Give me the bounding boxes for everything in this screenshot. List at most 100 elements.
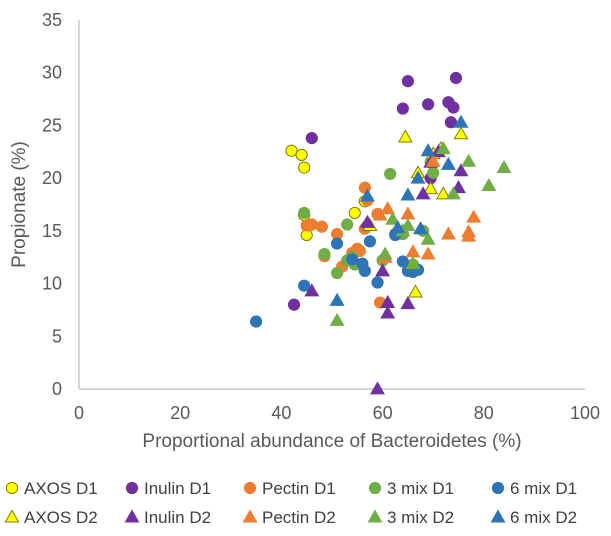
data-point — [346, 253, 359, 266]
legend-item: 3 mix D1 — [368, 479, 454, 498]
data-point — [380, 201, 396, 215]
data-point — [447, 101, 460, 114]
data-point — [496, 159, 512, 173]
y-tick-label: 5 — [52, 326, 62, 346]
data-point — [444, 116, 458, 129]
data-point — [400, 217, 416, 231]
legend-marker — [242, 509, 258, 523]
data-point — [453, 126, 469, 140]
data-point — [396, 102, 409, 115]
data-point — [453, 163, 469, 177]
y-tick-label: 25 — [42, 115, 62, 135]
x-tick-label: 60 — [373, 403, 393, 423]
data-point — [298, 161, 311, 174]
data-point — [445, 186, 461, 200]
legend-item: Inulin D2 — [124, 508, 211, 527]
legend-marker — [367, 509, 383, 523]
x-tick-labels: 0 20 40 60 80 100 — [74, 403, 600, 423]
legend-item: Pectin D1 — [243, 479, 336, 498]
legend-item: Pectin D2 — [242, 508, 336, 527]
series-6-mix-d2 — [329, 114, 469, 306]
data-point — [359, 214, 375, 228]
data-point — [420, 231, 436, 245]
data-point — [427, 166, 440, 179]
data-point — [400, 187, 416, 201]
legend-label: 6 mix D2 — [510, 508, 577, 527]
x-tick-label: 20 — [170, 403, 190, 423]
data-point — [298, 206, 311, 220]
data-point — [380, 294, 396, 308]
data-point — [461, 224, 477, 238]
data-point — [329, 312, 345, 326]
data-point — [440, 156, 456, 170]
x-tick-label: 0 — [74, 403, 84, 423]
data-point — [408, 284, 423, 298]
data-point — [384, 167, 397, 181]
data-point — [304, 283, 320, 297]
data-point — [315, 220, 328, 233]
data-point — [377, 246, 393, 260]
data-point — [396, 255, 409, 268]
data-point — [461, 153, 477, 167]
legend-marker — [4, 509, 20, 523]
data-point — [435, 186, 451, 200]
y-tick-label: 35 — [42, 10, 62, 30]
data-point — [359, 188, 375, 202]
data-point — [413, 221, 429, 235]
data-point — [422, 98, 435, 111]
legend-marker — [368, 481, 382, 495]
data-point — [341, 218, 354, 231]
data-point — [375, 263, 391, 277]
data-point — [420, 246, 436, 260]
data-point — [370, 381, 385, 395]
y-tick-label: 30 — [42, 63, 62, 83]
legend-item: 6 mix D1 — [491, 479, 577, 498]
data-point — [449, 71, 463, 85]
legend-marker — [5, 481, 19, 495]
data-point — [250, 315, 263, 328]
data-point — [318, 247, 331, 261]
legend: AXOS D1 Inulin D1 Pectin D1 3 mix D1 6 mix D… — [4, 479, 577, 527]
y-tick-label: 15 — [42, 221, 62, 241]
data-point — [453, 114, 469, 128]
y-tick-label: 10 — [42, 274, 62, 294]
legend-label: AXOS D1 — [24, 479, 98, 498]
legend-label: 3 mix D1 — [387, 479, 454, 498]
legend-label: AXOS D2 — [24, 508, 98, 527]
data-point — [295, 148, 308, 162]
y-tick-label: 0 — [52, 379, 62, 399]
x-tick-label: 80 — [474, 403, 494, 423]
data-point — [298, 279, 311, 292]
data-point — [410, 170, 426, 184]
data-point — [401, 75, 414, 88]
legend-marker — [124, 509, 140, 523]
data-point — [397, 129, 413, 143]
data-points — [250, 71, 512, 395]
y-axis-title: Propionate (%) — [9, 141, 30, 268]
data-point — [330, 237, 344, 250]
x-axis-title: Proportional abundance of Bacteroidetes … — [142, 431, 521, 452]
data-point — [380, 305, 396, 319]
series-3-mix-d2 — [329, 140, 512, 326]
data-point — [435, 140, 451, 155]
data-point — [371, 276, 384, 289]
legend-label: Pectin D1 — [262, 479, 336, 498]
data-point — [420, 143, 436, 157]
legend-item: AXOS D2 — [4, 508, 98, 527]
data-point — [425, 153, 441, 167]
data-point — [305, 218, 318, 231]
legend-label: Inulin D2 — [144, 508, 211, 527]
data-point — [440, 226, 456, 240]
data-point — [423, 181, 439, 195]
legend-marker — [490, 509, 506, 523]
series-6-mix-d1 — [250, 228, 425, 328]
y-tick-labels: 0 5 10 15 20 25 30 35 — [42, 10, 62, 399]
legend-marker — [243, 481, 257, 495]
axes — [78, 20, 585, 390]
data-point — [466, 209, 482, 223]
data-point — [329, 292, 345, 306]
x-tick-label: 40 — [271, 403, 291, 423]
data-point — [287, 298, 301, 311]
legend-item: AXOS D1 — [5, 479, 98, 498]
